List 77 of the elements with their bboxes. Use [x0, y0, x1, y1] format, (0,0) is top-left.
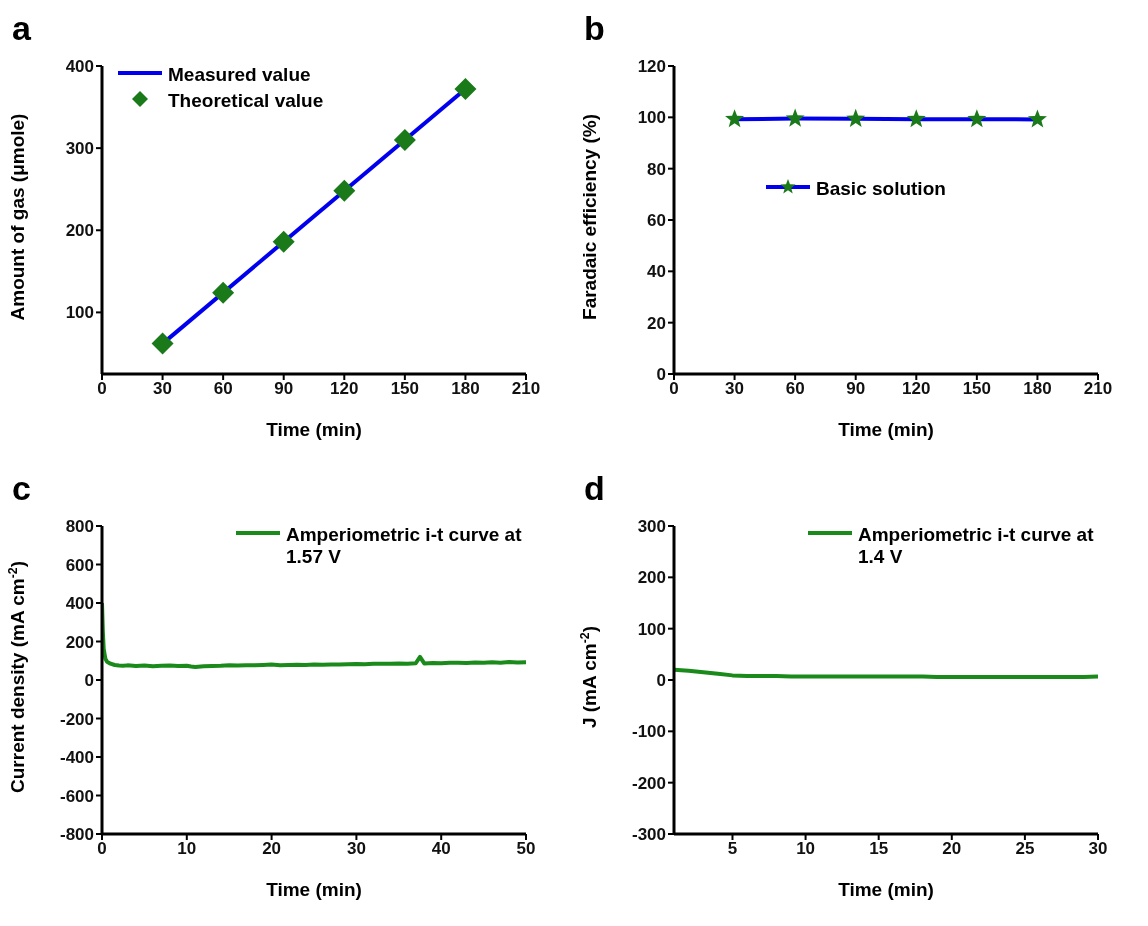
legend-label: Amperiometric i-t curve at 1.4 V [858, 524, 1094, 567]
y-tick-label: 120 [637, 57, 666, 77]
x-tick-label: 25 [1015, 839, 1035, 859]
y-tick-label: 0 [656, 671, 666, 691]
x-tick-label: 0 [97, 379, 107, 399]
point [393, 128, 416, 151]
chart-title: c [12, 469, 31, 507]
y-tick-label: -400 [59, 748, 94, 768]
y-tick-label: 400 [65, 57, 94, 77]
point [272, 230, 295, 253]
legend-label: Theoretical value [168, 90, 324, 111]
chart-title: a [12, 9, 31, 47]
y-tick-label: -100 [631, 722, 666, 742]
x-axis-title: Time (min) [838, 879, 934, 900]
x-tick-label: 90 [274, 379, 294, 399]
x-tick-label: 210 [1083, 379, 1113, 399]
chart-title: d [584, 469, 605, 507]
y-tick-label: 20 [647, 313, 666, 333]
y-tick-label: 80 [647, 159, 666, 179]
x-tick-label: 120 [330, 379, 359, 399]
x-tick-label: 150 [390, 379, 420, 399]
x-tick-label: 50 [516, 839, 536, 859]
legend-label: Amperiometric i-t curve at 1.57 V [286, 524, 522, 567]
y-tick-label: -600 [59, 786, 94, 806]
x-tick-label: 30 [725, 379, 745, 399]
point [333, 179, 356, 202]
x-axis-title: Time (min) [266, 419, 362, 440]
y-tick-label: 200 [65, 221, 94, 241]
x-tick-label: 20 [262, 839, 282, 859]
y-axis-title: Amount of gas (μmole) [7, 113, 28, 321]
y-tick-label: -300 [631, 825, 666, 845]
legend-label: Basic solution [816, 178, 946, 200]
x-axis-title: Time (min) [838, 419, 934, 440]
x-tick-label: 60 [213, 379, 233, 399]
y-tick-label: -200 [59, 709, 94, 729]
x-axis-title: Time (min) [266, 879, 362, 900]
x-tick-label: 15 [869, 839, 889, 859]
x-tick-label: 30 [1088, 839, 1108, 859]
y-tick-label: 300 [65, 139, 94, 159]
y-tick-label: 200 [65, 632, 94, 652]
y-tick-label: 100 [637, 619, 666, 639]
y-tick-label: 600 [65, 555, 94, 575]
x-tick-label: 10 [177, 839, 197, 859]
x-tick-label: 210 [511, 379, 541, 399]
x-tick-label: 180 [1023, 379, 1052, 399]
y-tick-label: 40 [647, 262, 666, 282]
x-tick-label: 0 [669, 379, 679, 399]
y-tick-label: 400 [65, 594, 94, 614]
line-series [674, 667, 1098, 679]
y-tick-label: 800 [65, 517, 94, 537]
x-tick-label: 20 [942, 839, 962, 859]
x-tick-label: 150 [962, 379, 992, 399]
y-axis-title: Faradaic efficiency (%) [579, 114, 600, 320]
x-tick-label: 60 [785, 379, 805, 399]
x-tick-label: 30 [153, 379, 173, 399]
y-tick-label: 0 [656, 365, 666, 385]
legend-label: Measured value [168, 64, 311, 85]
y-tick-label: 100 [65, 303, 94, 323]
y-tick-label: -200 [631, 773, 666, 793]
x-tick-label: 30 [346, 839, 366, 859]
x-tick-label: 5 [727, 839, 738, 859]
y-tick-label: 200 [637, 568, 666, 588]
y-tick-label: 100 [637, 108, 666, 128]
x-tick-label: 120 [902, 379, 931, 399]
point [151, 332, 174, 355]
y-tick-label: -800 [59, 825, 94, 845]
x-tick-label: 90 [846, 379, 866, 399]
x-tick-label: 180 [451, 379, 480, 399]
point [454, 78, 477, 100]
chart-title: b [584, 9, 605, 47]
y-tick-label: 60 [647, 211, 666, 231]
x-tick-label: 40 [431, 839, 451, 859]
point [212, 281, 235, 304]
y-tick-label: 0 [84, 671, 94, 691]
x-tick-label: 0 [97, 839, 107, 859]
x-tick-label: 10 [796, 839, 816, 859]
y-tick-label: 300 [637, 517, 666, 537]
